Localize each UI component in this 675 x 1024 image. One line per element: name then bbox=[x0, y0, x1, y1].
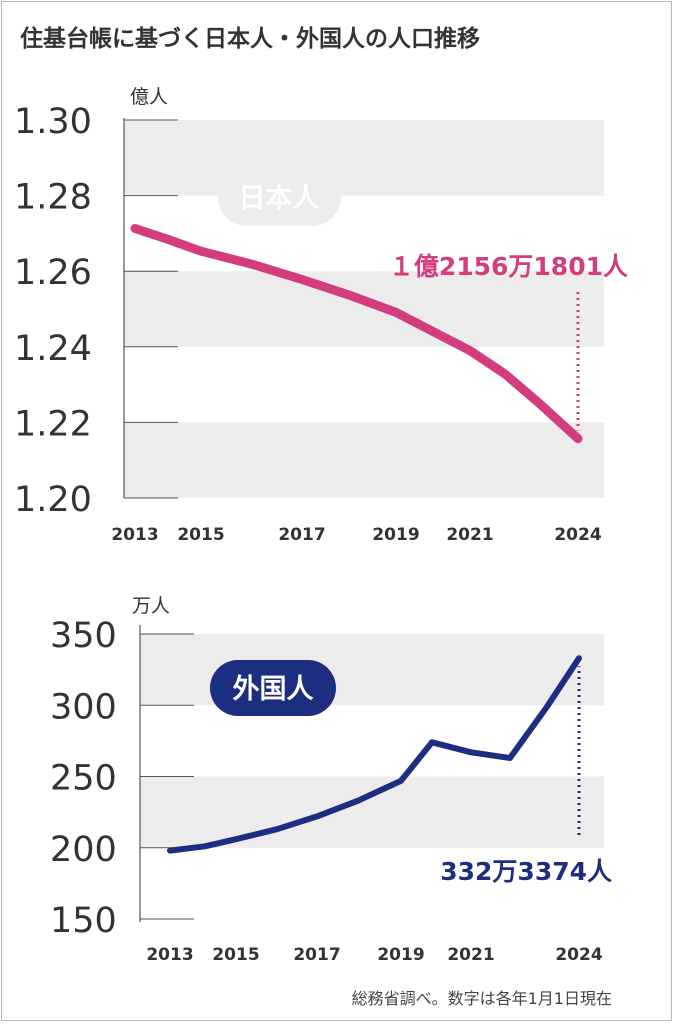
x-tick-label: 2021 bbox=[447, 945, 494, 965]
y-tick-label: 1.24 bbox=[14, 329, 92, 369]
grid-band-0-2 bbox=[124, 271, 604, 347]
y-unit-label: 億人 bbox=[130, 86, 168, 108]
y-tick-label: 200 bbox=[50, 830, 117, 870]
x-tick-label: 2021 bbox=[446, 525, 493, 545]
y-tick-label: 150 bbox=[50, 901, 117, 941]
x-tick-label: 2015 bbox=[212, 945, 259, 965]
y-tick-label: 1.20 bbox=[14, 480, 92, 520]
y-tick-label: 1.22 bbox=[14, 404, 92, 444]
series-line-foreign bbox=[167, 655, 582, 854]
x-tick-label: 2017 bbox=[293, 945, 340, 965]
x-tick-label: 2019 bbox=[372, 525, 419, 545]
x-tick-label: 2015 bbox=[177, 525, 224, 545]
x-tick-label: 2013 bbox=[111, 525, 158, 545]
chart-title: 住基台帳に基づく日本人・外国人の人口推移 bbox=[20, 25, 480, 52]
x-tick-label: 2017 bbox=[278, 525, 325, 545]
y-tick-label: 1.28 bbox=[14, 178, 92, 218]
series-line-japanese bbox=[130, 224, 583, 444]
y-tick-label: 1.26 bbox=[14, 253, 92, 293]
y-unit-label: 万人 bbox=[132, 595, 170, 617]
grid-band-0-4 bbox=[124, 422, 604, 498]
end-value-label: １億2156万1801人 bbox=[389, 252, 628, 281]
y-tick-label: 300 bbox=[50, 687, 117, 727]
x-tick-label: 2024 bbox=[555, 945, 602, 965]
grid-band-1-2 bbox=[140, 776, 604, 848]
y-tick-label: 250 bbox=[50, 759, 117, 799]
x-tick-label: 2013 bbox=[146, 945, 193, 965]
x-tick-label: 2019 bbox=[377, 945, 424, 965]
series-badge-1 bbox=[210, 660, 336, 716]
series-badge-label: 外国人 bbox=[233, 674, 314, 705]
end-value-label: 332万3374人 bbox=[440, 857, 612, 886]
series-badge-0 bbox=[218, 168, 341, 226]
series-badge-label: 日本人 bbox=[239, 183, 320, 214]
y-tick-label: 1.30 bbox=[14, 102, 92, 142]
grid-band-1-0 bbox=[140, 634, 604, 706]
x-tick-label: 2024 bbox=[554, 525, 601, 545]
y-tick-label: 350 bbox=[50, 616, 117, 656]
source-note: 総務省調べ。数字は各年1月1日現在 bbox=[352, 989, 612, 1008]
grid-band-0-0 bbox=[124, 120, 604, 196]
